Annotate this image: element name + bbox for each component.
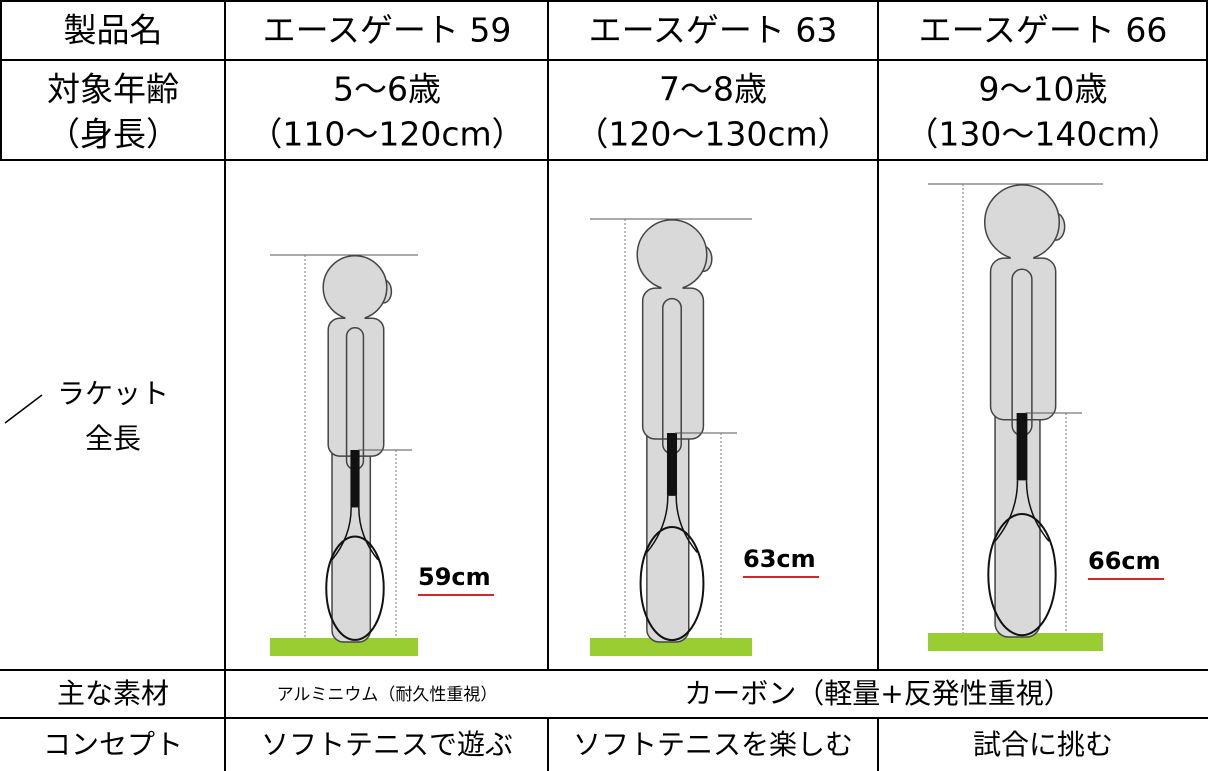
row-label: 全長 [85,422,141,455]
pointer-line [4,394,43,424]
row-label: コンセプト [43,728,183,761]
height: （120～130cm） [575,115,850,154]
racquet-grip [350,450,360,508]
racquet-head [639,525,705,642]
racquet-grip [1016,413,1028,481]
product-name: エースゲート 66 [919,11,1168,50]
ground [590,638,752,656]
product-name: エースゲート 59 [263,11,512,50]
concept: ソフトテニスを楽しむ [573,728,853,761]
illustrations: 59cm 63cm 66cm [270,183,1164,656]
head [322,255,388,321]
concept: ソフトテニスで遊ぶ [261,728,513,761]
concept: 試合に挑む [973,728,1113,761]
height: （130～140cm） [905,115,1180,154]
age: 7～8歳 [659,70,767,109]
age: 9～10歳 [979,70,1108,109]
row-label: （身長） [47,115,179,154]
row-label: ラケット [57,377,169,410]
neck [345,314,365,324]
racquet-length: 63cm [743,545,816,573]
head [636,219,708,291]
ground [270,638,418,656]
material: アルミニウム（耐久性重視） [277,685,498,705]
age: 5～6歳 [333,70,441,109]
torso [641,287,705,440]
racquet-throat [331,507,379,561]
head [983,184,1061,261]
material: カーボン（軽量+反発性重視） [684,677,1071,710]
row-label: 対象年齢 [47,70,179,109]
racquet-length: 59cm [418,563,491,591]
racquet-head [987,513,1057,637]
torso [327,317,385,457]
racquet-length: 66cm [1088,547,1161,575]
row-label: 主な素材 [57,677,169,710]
neck [1010,253,1034,265]
racquet-throat [994,480,1050,542]
racquet-head [325,535,385,641]
row-label: 製品名 [64,11,163,50]
neck [661,283,683,295]
racquet-throat [646,495,698,553]
height: （110～120cm） [249,115,524,154]
product-name: エースゲート 63 [589,11,838,50]
torso [989,257,1057,421]
ground [928,633,1103,651]
racquet-grip [666,433,678,496]
